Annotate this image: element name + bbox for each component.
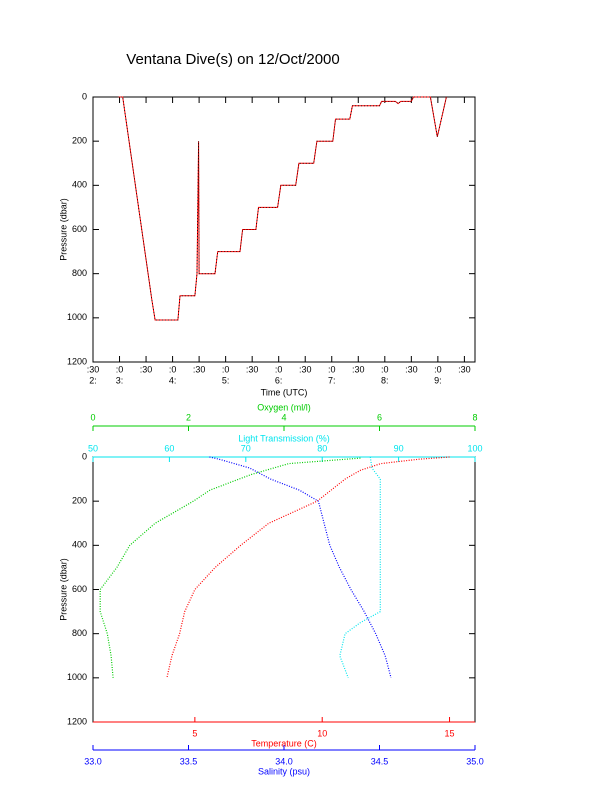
y-axis-label: Pressure (dbar) [58, 198, 68, 261]
y-tick-label: 600 [72, 224, 87, 234]
x-tick-label: 8 [472, 412, 477, 422]
y-tick-label: 400 [72, 540, 87, 550]
pressure-line-overlay [117, 96, 447, 321]
profile-line [339, 456, 381, 679]
x-tick-label: :0 [275, 364, 283, 374]
y-tick-label: 0 [82, 451, 87, 461]
x-hour-label: 7: [328, 375, 336, 385]
x-axis-label: Salinity (psu) [258, 766, 310, 776]
x-tick-label: 5 [192, 728, 197, 738]
x-tick-label: 33.5 [180, 756, 198, 766]
x-tick-label: 0 [90, 412, 95, 422]
page-title: Ventana Dive(s) on 12/Oct/2000 [126, 51, 339, 68]
y-axis-label: Pressure (dbar) [58, 558, 68, 621]
x-tick-label: 15 [445, 728, 455, 738]
x-tick-label: 70 [241, 443, 251, 453]
x-tick-label: 34.5 [371, 756, 389, 766]
x-tick-label: 34.0 [275, 756, 293, 766]
profile-line [166, 456, 450, 678]
y-tick-label: 800 [72, 628, 87, 638]
x-tick-label: :30 [352, 364, 365, 374]
x-tick-label: :0 [328, 364, 336, 374]
y-tick-label: 1200 [67, 716, 87, 726]
y-tick-label: 800 [72, 268, 87, 278]
x-tick-label: 6 [377, 412, 382, 422]
x-tick-label: 60 [164, 443, 174, 453]
y-tick-label: 1200 [67, 356, 87, 366]
x-tick-label: :0 [116, 364, 124, 374]
x-tick-label: 10 [317, 728, 327, 738]
x-hour-label: 5: [222, 375, 230, 385]
pressure-line [117, 96, 447, 321]
y-tick-label: 1000 [67, 312, 87, 322]
x-hour-label: 6: [275, 375, 283, 385]
x-tick-label: :0 [381, 364, 389, 374]
x-tick-label: :0 [222, 364, 230, 374]
x-axis-label: Light Transmission (%) [238, 433, 330, 443]
x-hour-label: 8: [381, 375, 389, 385]
y-tick-label: 200 [72, 496, 87, 506]
profile-line [209, 456, 392, 678]
x-hour-label: 2: [89, 375, 97, 385]
x-axis-label: Time (UTC) [261, 387, 308, 397]
x-tick-label: :30 [193, 364, 206, 374]
y-tick-label: 0 [82, 91, 87, 101]
x-tick-label: :30 [140, 364, 153, 374]
x-tick-label: :30 [405, 364, 418, 374]
x-tick-label: :30 [458, 364, 471, 374]
plot-frame [92, 456, 476, 723]
x-tick-label: 100 [467, 443, 482, 453]
y-tick-label: 600 [72, 584, 87, 594]
x-hour-label: 4: [169, 375, 177, 385]
x-hour-label: 3: [116, 375, 124, 385]
x-tick-label: 2 [186, 412, 191, 422]
x-tick-label: 50 [88, 443, 98, 453]
y-tick-label: 1000 [67, 672, 87, 682]
x-tick-label: 33.0 [84, 756, 102, 766]
x-hour-label: 9: [434, 375, 442, 385]
x-axis-label: Oxygen (ml/l) [257, 402, 311, 412]
plot-frame [92, 96, 476, 363]
x-tick-label: :0 [434, 364, 442, 374]
x-axis-label: Temperature (C) [251, 738, 317, 748]
y-tick-label: 400 [72, 180, 87, 190]
profile-line [99, 457, 361, 678]
x-tick-label: :30 [87, 364, 100, 374]
x-tick-label: 4 [281, 412, 286, 422]
x-tick-label: :0 [169, 364, 177, 374]
x-tick-label: :30 [299, 364, 312, 374]
x-tick-label: 90 [394, 443, 404, 453]
y-tick-label: 200 [72, 136, 87, 146]
x-tick-label: :30 [246, 364, 259, 374]
x-tick-label: 80 [317, 443, 327, 453]
x-tick-label: 35.0 [466, 756, 484, 766]
